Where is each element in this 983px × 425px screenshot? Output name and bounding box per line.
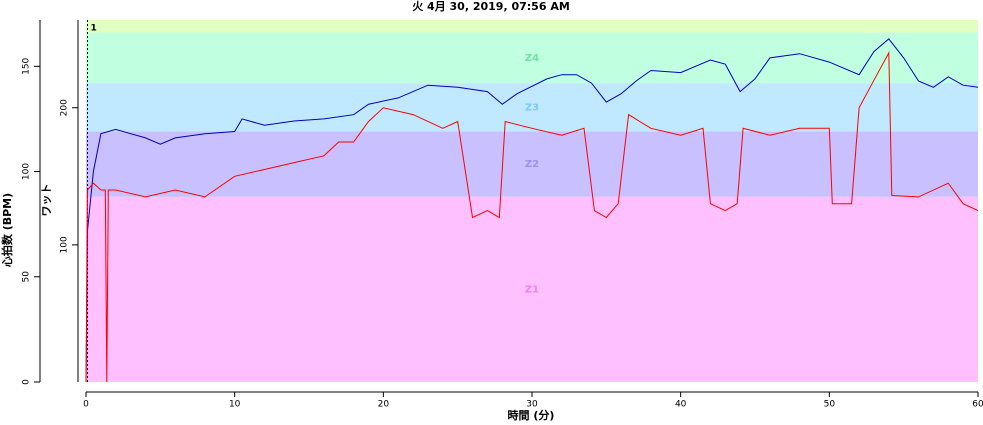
y-tick-label: 0 [22,379,32,385]
x-tick-label: 40 [675,400,687,410]
zone-label: Z2 [525,159,539,170]
y2-tick-label: 200 [60,99,70,116]
zone-band [86,196,978,382]
x-axis-label: 時間 (分) [508,408,555,422]
x-tick-label: 60 [972,400,983,410]
series-line [85,51,979,383]
zone-label: Z4 [525,53,539,64]
zone-band [86,32,978,84]
zone-label: Z1 [525,284,539,295]
zone-label: Z3 [525,102,539,113]
y-tick-label: 50 [22,271,32,283]
zone-band [86,83,978,132]
x-tick-label: 50 [824,400,836,410]
x-tick-label: 0 [83,400,89,410]
y-tick-label: 100 [22,163,32,180]
series-line [85,38,979,383]
y-tick-label: 150 [22,57,32,74]
zone-band [86,131,978,197]
y2-axis-label: ワット [40,184,53,217]
zone-band [86,20,978,33]
chart-title: 火 4月 30, 2019, 07:56 AM [412,0,570,13]
y2-tick-label: 100 [60,236,70,253]
lap-label: 1 [90,24,96,34]
x-tick-label: 30 [526,400,538,410]
x-tick-label: 10 [229,400,241,410]
y-axis-label: 心拍数 (BPM) [0,193,14,267]
x-tick-label: 20 [378,400,390,410]
